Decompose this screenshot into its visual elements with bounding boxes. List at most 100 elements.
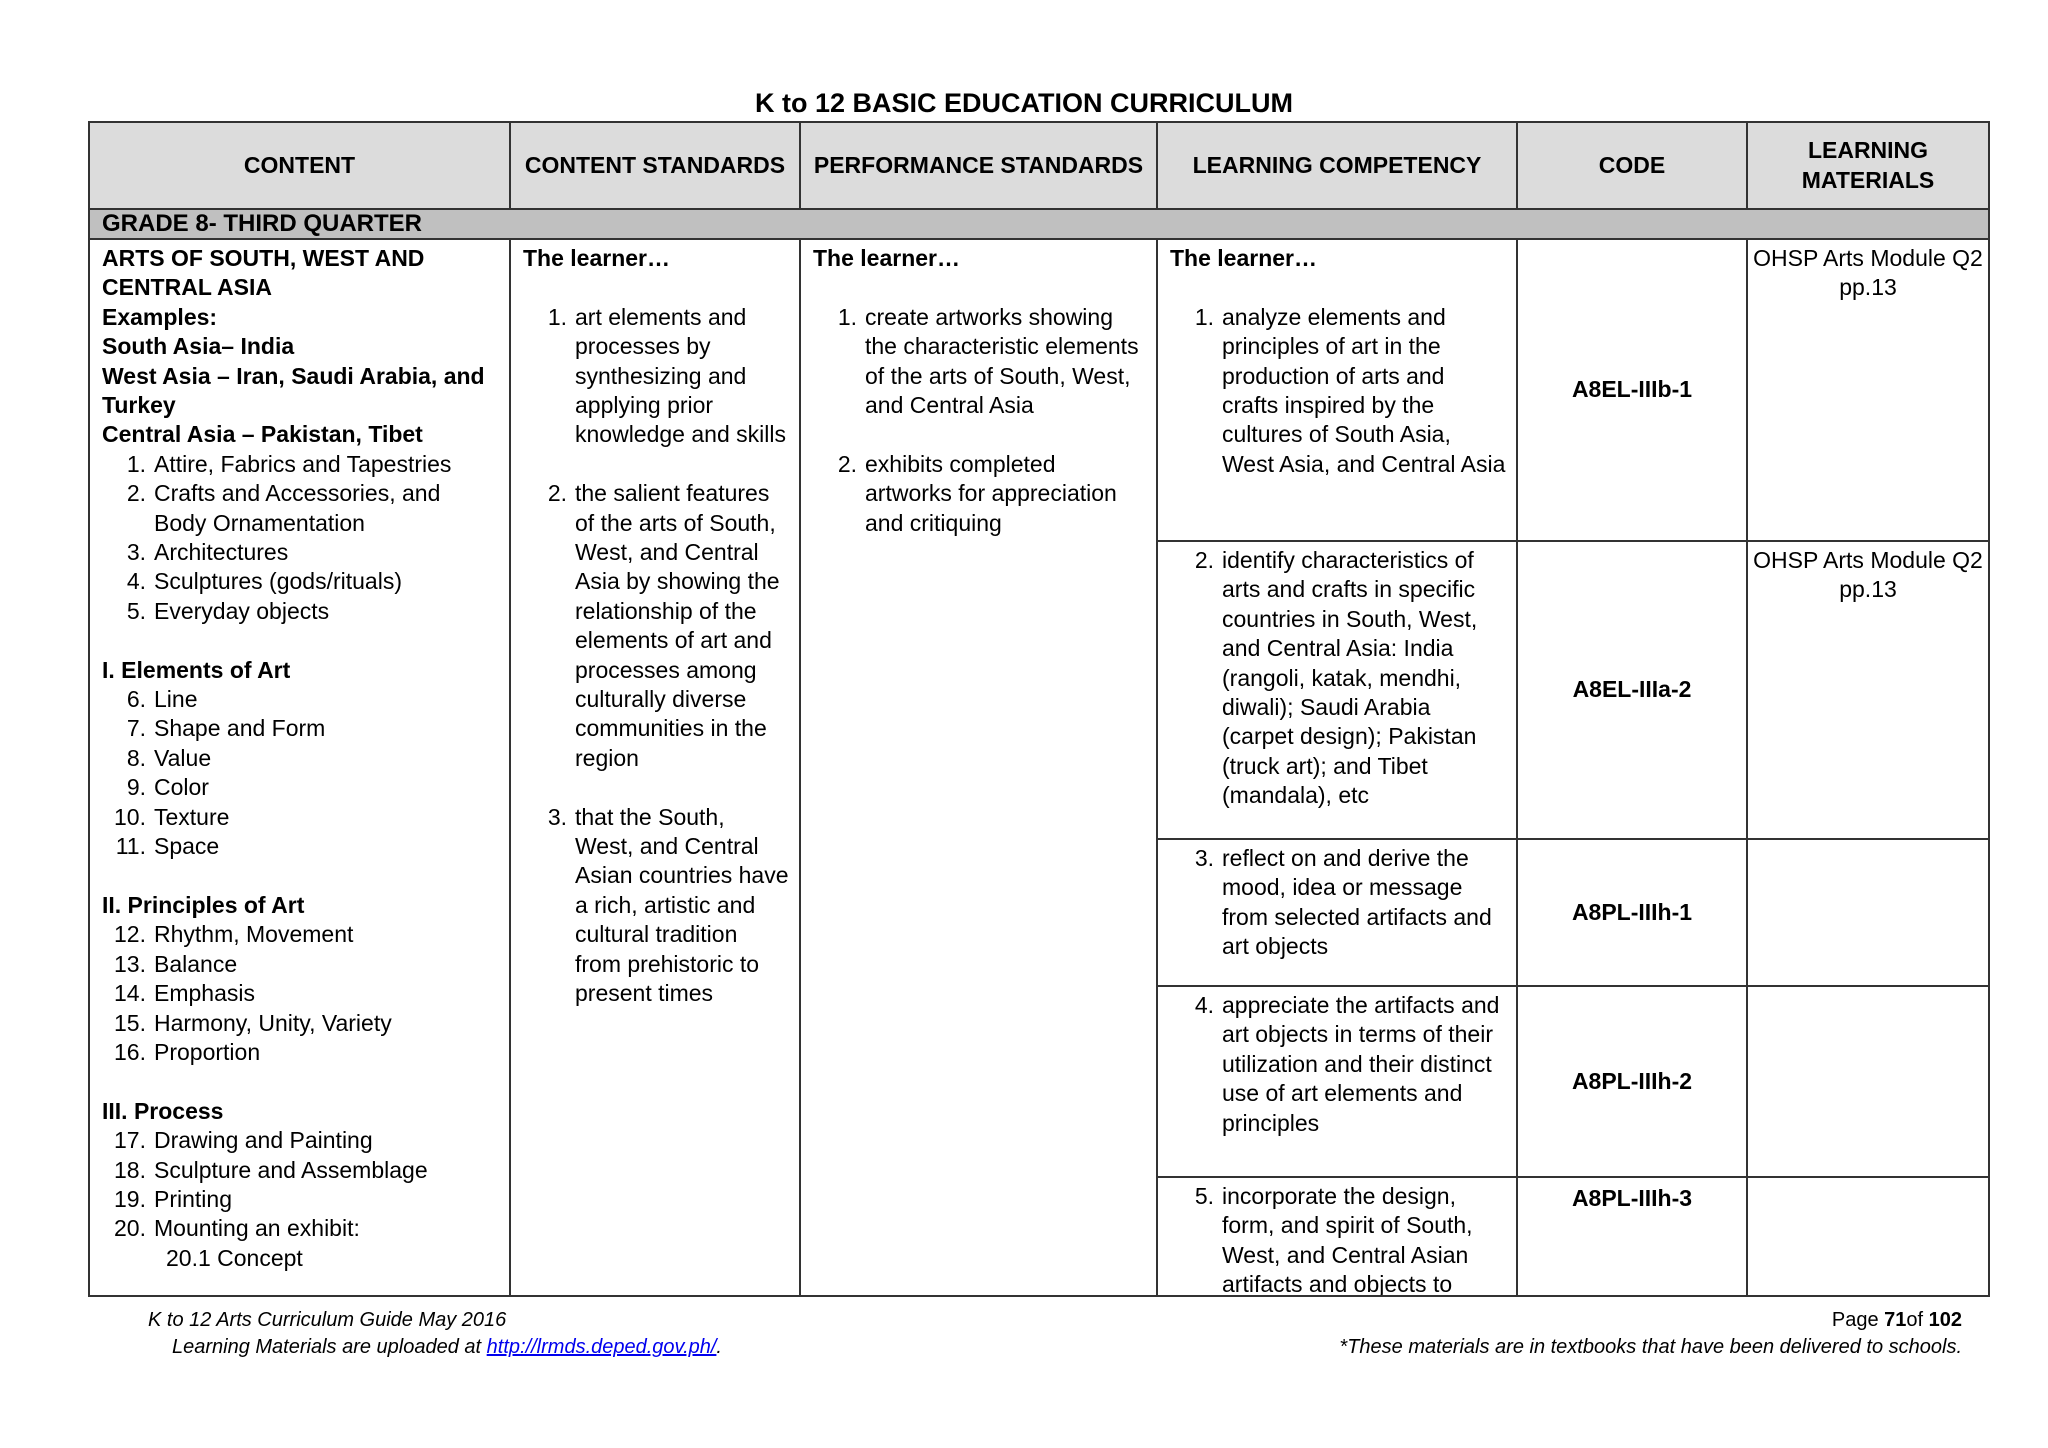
competency-text: identify characteristics of arts and cra… — [1222, 547, 1478, 809]
lrmds-link[interactable]: http://lrmds.deped.gov.ph/ — [486, 1336, 717, 1358]
list-item: 11. Space — [102, 832, 499, 861]
page-of: of — [1906, 1309, 1929, 1331]
code-cell: A8PL-IIIh-3 — [1516, 1176, 1748, 1297]
competency-row: 3. reflect on and derive the mood, idea o… — [89, 838, 1990, 987]
header-learning-materials: LEARNING MATERIALS — [1746, 121, 1990, 210]
list-text: Line — [154, 686, 198, 713]
list-item: 2. Crafts and Accessories, and Body Ornam… — [102, 479, 499, 538]
uploaded-text: Learning Materials are uploaded at — [172, 1336, 487, 1358]
list-item: 16. Proportion — [102, 1038, 499, 1067]
list-text: Drawing and Painting — [154, 1127, 373, 1154]
document-title: K to 12 BASIC EDUCATION CURRICULUM — [755, 88, 1293, 118]
competency-row: 5. incorporate the design, form, and spir… — [89, 1176, 1990, 1297]
section-heading: III. Process — [102, 1097, 224, 1124]
list-item: 12. Rhythm, Movement — [102, 920, 499, 949]
list-item: 15. Harmony, Unity, Variety — [102, 1009, 499, 1038]
list-item: 1. Attire, Fabrics and Tapestries — [102, 450, 499, 479]
spacer — [102, 626, 499, 655]
footer-uploaded: Learning Materials are uploaded at http:… — [172, 1336, 722, 1359]
list-text: Color — [154, 774, 209, 801]
list-number: 11. — [115, 833, 146, 860]
learning-materials-cell: OHSP Arts Module Q2 pp.13 — [1746, 540, 1990, 840]
uploaded-suffix: . — [716, 1336, 722, 1358]
competency-row: 4. appreciate the artifacts and art objec… — [89, 985, 1990, 1178]
header-row: CONTENT CONTENT STANDARDS PERFORMANCE ST… — [88, 121, 1990, 210]
list-item: 17. Drawing and Painting — [102, 1126, 499, 1155]
list-text: Emphasis — [154, 980, 255, 1007]
spacer — [102, 862, 499, 891]
list-number: 5. — [126, 597, 146, 624]
spacer — [523, 773, 789, 802]
list-item: 9. Color — [102, 773, 499, 802]
list-number: 9. — [126, 774, 146, 801]
content-standards-cell: The learner… 1. art elements and processes… — [509, 238, 801, 1297]
competency-text: appreciate the artifacts and art objects… — [1222, 992, 1500, 1136]
list-number: 15. — [114, 1009, 146, 1036]
list-number: 3. — [126, 539, 146, 566]
list-text: that the South, West, and Central Asian … — [575, 803, 789, 1007]
list-text: Everyday objects — [154, 597, 330, 624]
list-number: 1. — [1194, 303, 1214, 330]
list-item: 3. that the South, West, and Central Asia… — [523, 803, 789, 1009]
performance-standards-cell: The learner… 1. create artworks showing th… — [799, 238, 1158, 1297]
learning-materials-cell — [1746, 985, 1990, 1178]
text-line: 20.1 Concept — [166, 1244, 303, 1271]
list-number: 14. — [114, 980, 146, 1007]
grade-row: GRADE 8- THIRD QUARTER — [88, 208, 1990, 240]
competency-cell: 5. incorporate the design, form, and spir… — [1156, 1176, 1518, 1297]
list-text: Architectures — [154, 539, 289, 566]
list-number: 17. — [114, 1127, 146, 1154]
competency-cell: 3. reflect on and derive the mood, idea o… — [1156, 838, 1518, 987]
code-cell: A8EL-IIIb-1 — [1516, 238, 1748, 542]
list-item: 2. exhibits completed artworks for apprec… — [813, 450, 1146, 538]
list-number: 6. — [126, 686, 146, 713]
list-number: 2. — [1194, 547, 1214, 573]
section-heading: The learner… — [813, 245, 960, 271]
list-item: 8. Value — [102, 744, 499, 773]
competency-text: analyze elements and principles of art i… — [1222, 303, 1506, 477]
learning-materials-cell — [1746, 838, 1990, 987]
list-number: 2. — [837, 450, 857, 477]
list-item: 18. Sculpture and Assemblage — [102, 1156, 499, 1185]
content-cell: ARTS OF SOUTH, WEST AND CENTRAL ASIA Exam… — [88, 238, 511, 1297]
section-heading: ARTS OF SOUTH, WEST AND CENTRAL ASIA — [102, 245, 425, 301]
section-heading: II. Principles of Art — [102, 891, 305, 918]
list-number: 1. — [837, 303, 857, 330]
list-text: Printing — [154, 1185, 232, 1212]
competency-row: 2. identify characteristics of arts and c… — [89, 540, 1990, 840]
list-number: 20. — [114, 1215, 146, 1242]
list-number: 16. — [114, 1038, 146, 1065]
list-text: Rhythm, Movement — [154, 921, 354, 948]
list-item: 13. Balance — [102, 950, 499, 979]
list-text: the salient features of the arts of Sout… — [575, 480, 780, 771]
grade-label: GRADE 8- THIRD QUARTER — [88, 208, 1990, 240]
competency-text: reflect on and derive the mood, idea or … — [1222, 845, 1492, 960]
list-text: create artworks showing the characterist… — [865, 303, 1139, 419]
list-number: 4. — [126, 568, 146, 595]
list-item: 10. Texture — [102, 803, 499, 832]
code-cell: A8PL-IIIh-1 — [1516, 838, 1748, 987]
spacer — [523, 273, 789, 302]
competency-item: 5. incorporate the design, form, and spir… — [1170, 1182, 1506, 1295]
code-cell: A8PL-IIIh-2 — [1516, 985, 1748, 1178]
header-performance-standards: PERFORMANCE STANDARDS — [799, 121, 1158, 210]
footer-guide: K to 12 Arts Curriculum Guide May 2016 — [148, 1309, 507, 1331]
competency-cell: The learner… 1. analyze elements and princ… — [1156, 238, 1518, 542]
list-text: Space — [154, 833, 220, 860]
competency-row: ARTS OF SOUTH, WEST AND CENTRAL ASIA Exam… — [88, 238, 1990, 1297]
curriculum-table: CONTENT CONTENT STANDARDS PERFORMANCE ST… — [88, 121, 1990, 1297]
list-text: exhibits completed artworks for apprecia… — [865, 450, 1117, 536]
list-item: 7. Shape and Form — [102, 714, 499, 743]
list-text: art elements and processes by synthesizi… — [575, 303, 786, 448]
list-item: 19. Printing — [102, 1185, 499, 1214]
section-heading: Examples: — [102, 303, 218, 330]
list-text: Sculptures (gods/rituals) — [154, 568, 402, 595]
competency-item: 3. reflect on and derive the mood, idea o… — [1170, 844, 1506, 962]
section-heading: West Asia – Iran, Saudi Arabia, and Turk… — [102, 362, 485, 419]
list-text: Value — [154, 744, 212, 771]
page-label: Page — [1831, 1309, 1885, 1331]
list-number: 3. — [547, 803, 567, 830]
list-number: 2. — [547, 480, 567, 507]
competency-cell: 2. identify characteristics of arts and c… — [1156, 540, 1518, 840]
list-number: 18. — [114, 1156, 146, 1183]
